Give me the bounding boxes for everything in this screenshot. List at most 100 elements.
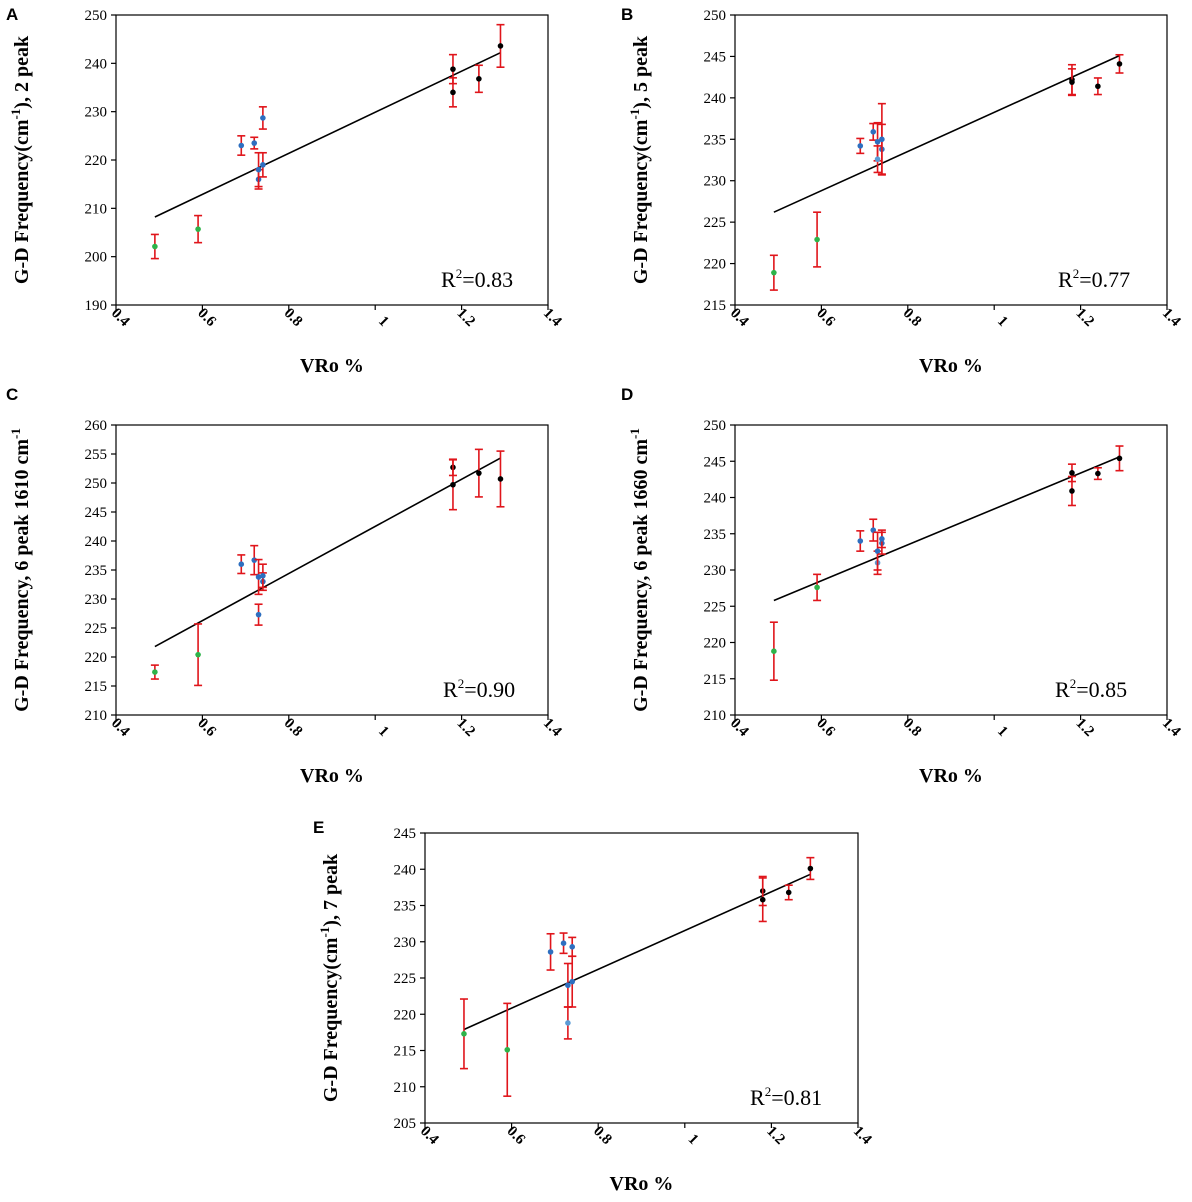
data-point <box>1095 470 1101 477</box>
data-point <box>1116 455 1123 462</box>
y-tick-label: 240 <box>85 534 108 550</box>
x-tick-label: 0.4 <box>108 715 133 740</box>
x-tick-label: 0.6 <box>194 305 219 330</box>
x-tick-label: 1.2 <box>454 715 479 740</box>
x-tick-label: 0.4 <box>727 715 752 740</box>
data-point <box>874 156 881 162</box>
y-tick-label: 200 <box>85 250 108 266</box>
plot-area-frame <box>115 424 549 716</box>
data-point <box>450 481 456 488</box>
y-axis-title-text: G-D Frequency, 6 peak 1610 cm <box>11 439 33 712</box>
data-point <box>814 584 820 591</box>
r-squared-value: =0.81 <box>771 1085 822 1110</box>
r-squared-label: R2=0.83 <box>441 266 513 292</box>
x-tick-label: 1.4 <box>850 1123 875 1148</box>
r-squared-base: R <box>443 677 458 702</box>
chart-panel-e: E 205 210 215 220 225 230 235 240 245 0.4 0.6 0.8 1 1.… <box>313 818 875 1195</box>
data-point <box>771 269 777 276</box>
r-squared-base: R <box>441 267 456 292</box>
x-tick-label: 1 <box>685 1131 702 1148</box>
y-axis-title-suffix: ), 5 peak <box>630 35 652 109</box>
x-tick-label: 0.6 <box>813 305 838 330</box>
y-axis-title: G-D Frequency, 6 peak 1660 cm-1 <box>627 428 652 712</box>
regression-line <box>154 457 501 648</box>
y-tick-label: 210 <box>85 708 108 724</box>
y-tick-label: 225 <box>704 215 727 231</box>
y-tick-label: 245 <box>704 49 727 65</box>
r-squared-base: R <box>1055 677 1070 702</box>
x-tick-label: 0.6 <box>813 715 838 740</box>
data-point <box>1116 61 1123 67</box>
x-tick-label: 1 <box>375 723 392 740</box>
r-squared-label: R2=0.85 <box>1055 676 1127 702</box>
y-tick-label: 215 <box>704 672 727 688</box>
y-axis-title-suffix: ), 2 peak <box>11 35 33 109</box>
x-tick-label: 0.8 <box>900 715 925 740</box>
chart-panel-c: C 210 215 220 225 230 235 240 245 250 255 260 0.4 0.6… <box>6 385 565 787</box>
x-tick-label: 0.8 <box>900 305 925 330</box>
regression-line <box>154 51 501 218</box>
data-point <box>874 138 881 145</box>
y-tick-label: 235 <box>85 563 108 579</box>
y-tick-label: 240 <box>85 56 108 72</box>
data-point <box>547 949 554 955</box>
data-point <box>807 865 814 872</box>
y-tick-label: 250 <box>85 476 108 492</box>
r-squared-value: =0.85 <box>1076 677 1127 702</box>
regression-line <box>773 54 1120 213</box>
regression-line <box>463 873 811 1031</box>
x-axis-title: VRo % <box>300 765 364 787</box>
r-squared-value: =0.83 <box>462 267 513 292</box>
y-tick-label: 240 <box>704 91 727 107</box>
data-point <box>476 470 482 476</box>
data-point <box>771 648 777 654</box>
data-point <box>450 66 456 72</box>
panel-label: C <box>6 385 18 404</box>
data-point <box>152 243 158 250</box>
y-axis-title-superscript: -1 <box>627 428 642 439</box>
x-tick-label: 1.2 <box>1073 715 1098 740</box>
data-point <box>195 226 201 232</box>
data-point <box>497 43 504 49</box>
data-point <box>857 143 864 149</box>
data-point <box>461 1031 467 1037</box>
y-tick-label: 230 <box>704 563 727 579</box>
data-point <box>759 896 766 903</box>
data-point <box>565 1020 571 1026</box>
x-tick-label: 0.6 <box>504 1123 529 1148</box>
y-tick-label: 210 <box>85 201 108 217</box>
x-tick-label: 0.6 <box>194 715 219 740</box>
x-tick-label: 0.4 <box>727 305 752 330</box>
data-point <box>255 611 262 618</box>
data-point <box>504 1046 511 1053</box>
data-point <box>255 574 262 580</box>
data-point <box>238 142 245 149</box>
x-tick-label: 1.4 <box>1159 715 1184 740</box>
x-tick-label: 1 <box>994 313 1011 330</box>
chart-panel-d: D 210 215 220 225 230 235 240 245 250 0.4 0.6 0.8 1 1.… <box>621 385 1184 787</box>
r-squared-label: R2=0.77 <box>1058 266 1130 292</box>
data-point <box>1069 488 1075 494</box>
data-point <box>785 889 792 896</box>
data-point <box>569 978 576 985</box>
y-tick-label: 250 <box>85 8 108 24</box>
data-point <box>1069 79 1075 85</box>
x-tick-label: 1.4 <box>1159 305 1184 330</box>
data-point <box>260 573 266 579</box>
y-tick-label: 215 <box>704 298 727 314</box>
y-tick-label: 235 <box>704 527 727 543</box>
y-tick-label: 240 <box>394 862 417 878</box>
plot-area-frame <box>734 424 1168 716</box>
x-axis-title: VRo % <box>919 355 983 377</box>
panel-label: D <box>621 385 633 404</box>
data-point <box>857 538 864 544</box>
y-tick-label: 220 <box>85 650 108 666</box>
y-tick-label: 225 <box>704 599 727 615</box>
x-tick-label: 1.2 <box>1073 305 1098 330</box>
data-point <box>879 136 885 143</box>
y-tick-label: 210 <box>704 708 727 724</box>
x-axis-title: VRo % <box>919 765 983 787</box>
chart-panel-a: A 190 200 210 220 230 240 250 0.4 0.6 0.8 1 1.2 1.4 VR… <box>6 5 565 377</box>
y-tick-label: 225 <box>85 621 108 637</box>
